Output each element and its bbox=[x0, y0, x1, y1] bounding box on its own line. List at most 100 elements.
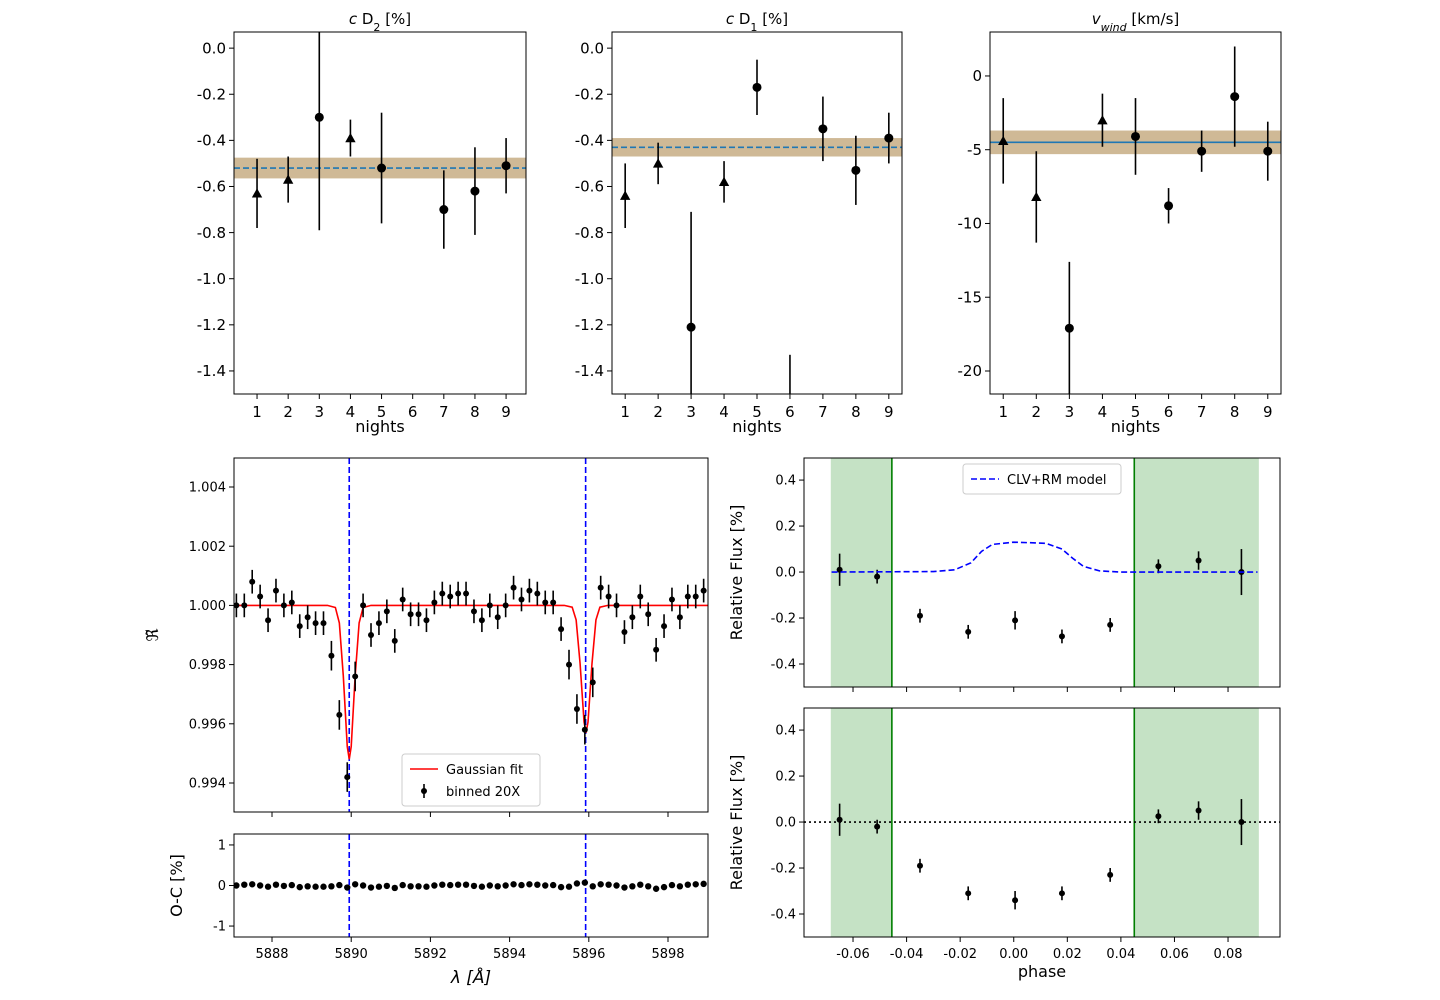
point-marker bbox=[645, 611, 652, 618]
point-marker bbox=[368, 632, 375, 638]
point-marker bbox=[344, 774, 351, 781]
axes-frame bbox=[233, 31, 527, 395]
y-tick-label: -0.6 bbox=[575, 178, 604, 196]
panel: 1 2 3 4 5 6 7 8 9 0.0 -0.2 -0.4 -0.6 -0.8 -1.0 -1.2 -1.4… bbox=[197, 10, 527, 436]
point-marker bbox=[351, 881, 359, 888]
point-marker bbox=[345, 132, 356, 143]
point-marker bbox=[1064, 323, 1074, 333]
x-tick-label: 2 bbox=[1032, 403, 1042, 421]
point-marker bbox=[328, 883, 335, 890]
point-marker bbox=[652, 885, 660, 892]
point-marker bbox=[478, 617, 485, 624]
point-marker bbox=[660, 883, 668, 891]
point-marker bbox=[360, 602, 367, 609]
y-tick-label: -0.8 bbox=[575, 224, 604, 242]
y-tick-label: -0.4 bbox=[575, 132, 604, 150]
y-tick-label: -1.2 bbox=[575, 316, 604, 334]
point-marker bbox=[836, 816, 843, 823]
x-tick-label: 5892 bbox=[414, 947, 447, 962]
x-tick-label: 7 bbox=[1197, 403, 1207, 421]
point-marker bbox=[884, 133, 894, 143]
x-tick-label: 5 bbox=[752, 403, 762, 421]
y-tick-label: 1.004 bbox=[189, 481, 226, 496]
point-marker bbox=[565, 883, 573, 890]
y-tick-label: 0.2 bbox=[775, 770, 796, 785]
y-tick-label: -0.2 bbox=[197, 86, 226, 104]
point-marker bbox=[965, 628, 972, 635]
y-tick-label: -1.4 bbox=[575, 362, 604, 380]
point-marker bbox=[359, 882, 367, 889]
point-marker bbox=[700, 880, 707, 888]
point-marker bbox=[1097, 115, 1108, 125]
plot-area bbox=[804, 708, 1280, 937]
point-marker bbox=[383, 608, 390, 615]
point-marker bbox=[645, 883, 652, 890]
point-marker bbox=[312, 883, 319, 890]
point-marker bbox=[280, 882, 288, 890]
y-tick-label: 1 bbox=[218, 838, 226, 853]
title-part: c bbox=[726, 10, 735, 28]
y-tick-label: 0 bbox=[972, 67, 982, 85]
point-marker bbox=[653, 646, 660, 653]
legend-label: binned 20X bbox=[446, 785, 520, 800]
point-marker bbox=[916, 862, 923, 869]
legend-label: CLV+RM model bbox=[1007, 473, 1107, 488]
point-marker bbox=[486, 602, 493, 609]
point-marker bbox=[463, 590, 470, 597]
y-tick-label: 1.000 bbox=[189, 599, 226, 614]
point-marker bbox=[1012, 617, 1019, 624]
x-axis-label: nights bbox=[355, 417, 405, 436]
x-tick-label: 1 bbox=[998, 403, 1008, 421]
point-marker bbox=[447, 881, 454, 889]
y-axis-label: O-C [%] bbox=[167, 854, 186, 917]
point-marker bbox=[629, 614, 636, 621]
point-marker bbox=[257, 593, 264, 600]
x-tick-label: 9 bbox=[884, 403, 894, 421]
y-tick-label: -0.8 bbox=[197, 224, 226, 242]
point-marker bbox=[288, 599, 295, 606]
point-marker bbox=[676, 614, 683, 621]
point-marker bbox=[241, 602, 248, 609]
point-marker bbox=[455, 590, 462, 597]
point-marker bbox=[336, 711, 343, 718]
point-marker bbox=[613, 602, 620, 609]
point-marker bbox=[686, 322, 696, 332]
point-marker bbox=[377, 163, 387, 173]
x-tick-label: 0.06 bbox=[1160, 947, 1189, 962]
point-marker bbox=[874, 573, 881, 580]
x-tick-label: 6 bbox=[1164, 403, 1174, 421]
y-tick-label: -0.2 bbox=[771, 862, 796, 877]
y-tick-label: 0.994 bbox=[189, 777, 226, 792]
y-tick-label: -5 bbox=[967, 141, 982, 159]
point-marker bbox=[439, 205, 449, 215]
point-marker bbox=[605, 593, 612, 600]
y-tick-label: -1.0 bbox=[197, 270, 226, 288]
x-tick-label: 5896 bbox=[572, 947, 605, 962]
x-axis-label: λ [Å] bbox=[450, 966, 491, 988]
point-marker bbox=[621, 629, 628, 636]
x-tick-label: 5898 bbox=[651, 947, 684, 962]
x-tick-label: 7 bbox=[439, 403, 449, 421]
point-marker bbox=[234, 882, 240, 889]
point-marker bbox=[621, 884, 628, 891]
point-marker bbox=[589, 883, 596, 890]
point-marker bbox=[620, 190, 631, 200]
y-tick-label: -0.4 bbox=[197, 132, 226, 150]
y-tick-label: 0.996 bbox=[189, 717, 226, 732]
y-tick-label: -0.2 bbox=[771, 612, 796, 627]
y-axis-label: Relative Flux [%] bbox=[727, 755, 746, 891]
y-tick-label: 1.002 bbox=[189, 540, 226, 555]
x-tick-label: 4 bbox=[719, 403, 729, 421]
point-marker bbox=[494, 614, 501, 621]
point-marker bbox=[998, 135, 1009, 146]
point-marker bbox=[288, 881, 296, 889]
point-marker bbox=[256, 882, 264, 889]
line-series bbox=[831, 541, 1258, 573]
point-marker bbox=[272, 881, 280, 888]
point-marker bbox=[965, 890, 972, 897]
panel: 5888 5890 5892 5894 5896 5898 1 0 -1 λ [Å] O-C [%] bbox=[167, 833, 709, 988]
point-marker bbox=[668, 596, 675, 603]
point-marker bbox=[573, 880, 581, 887]
